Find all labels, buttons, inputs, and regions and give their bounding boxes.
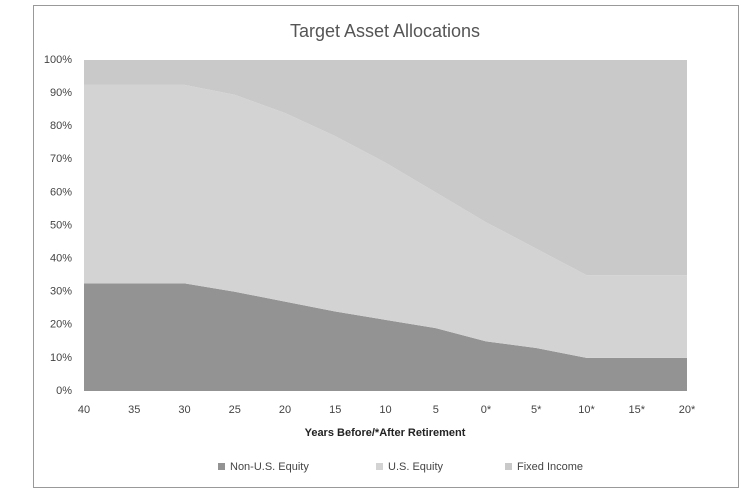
y-tick-label: 100% (44, 54, 72, 66)
x-tick-label: 5* (531, 404, 542, 416)
area (84, 60, 687, 276)
y-tick-label: 50% (50, 219, 72, 231)
legend-label: U.S. Equity (388, 461, 444, 473)
x-tick-label: 40 (78, 404, 90, 416)
y-tick-label: 80% (50, 120, 72, 132)
x-tick-label: 10* (578, 404, 595, 416)
x-axis-title: Years Before/*After Retirement (305, 427, 466, 439)
x-tick-label: 15* (628, 404, 645, 416)
legend-swatch (218, 463, 225, 470)
x-tick-label: 0* (481, 404, 492, 416)
y-tick-label: 70% (50, 153, 72, 165)
x-tick-label: 20 (279, 404, 291, 416)
y-tick-label: 30% (50, 286, 72, 298)
area (84, 283, 687, 391)
y-tick-label: 40% (50, 253, 72, 265)
x-tick-label: 15 (329, 404, 341, 416)
x-tick-label: 5 (433, 404, 439, 416)
area (84, 84, 687, 358)
x-tick-label: 30 (178, 404, 190, 416)
y-tick-label: 0% (56, 385, 72, 397)
x-tick-label: 10 (379, 404, 391, 416)
y-tick-label: 60% (50, 186, 72, 198)
x-tick-label: 25 (229, 404, 241, 416)
legend-swatch (376, 463, 383, 470)
legend-label: Fixed Income (517, 461, 583, 473)
legend-label: Non-U.S. Equity (230, 461, 309, 473)
y-tick-label: 20% (50, 319, 72, 331)
y-tick-label: 10% (50, 352, 72, 364)
legend-swatch (505, 463, 512, 470)
y-tick-label: 90% (50, 87, 72, 99)
chart-title: Target Asset Allocations (290, 21, 480, 41)
x-tick-label: 35 (128, 404, 140, 416)
x-tick-label: 20* (679, 404, 696, 416)
